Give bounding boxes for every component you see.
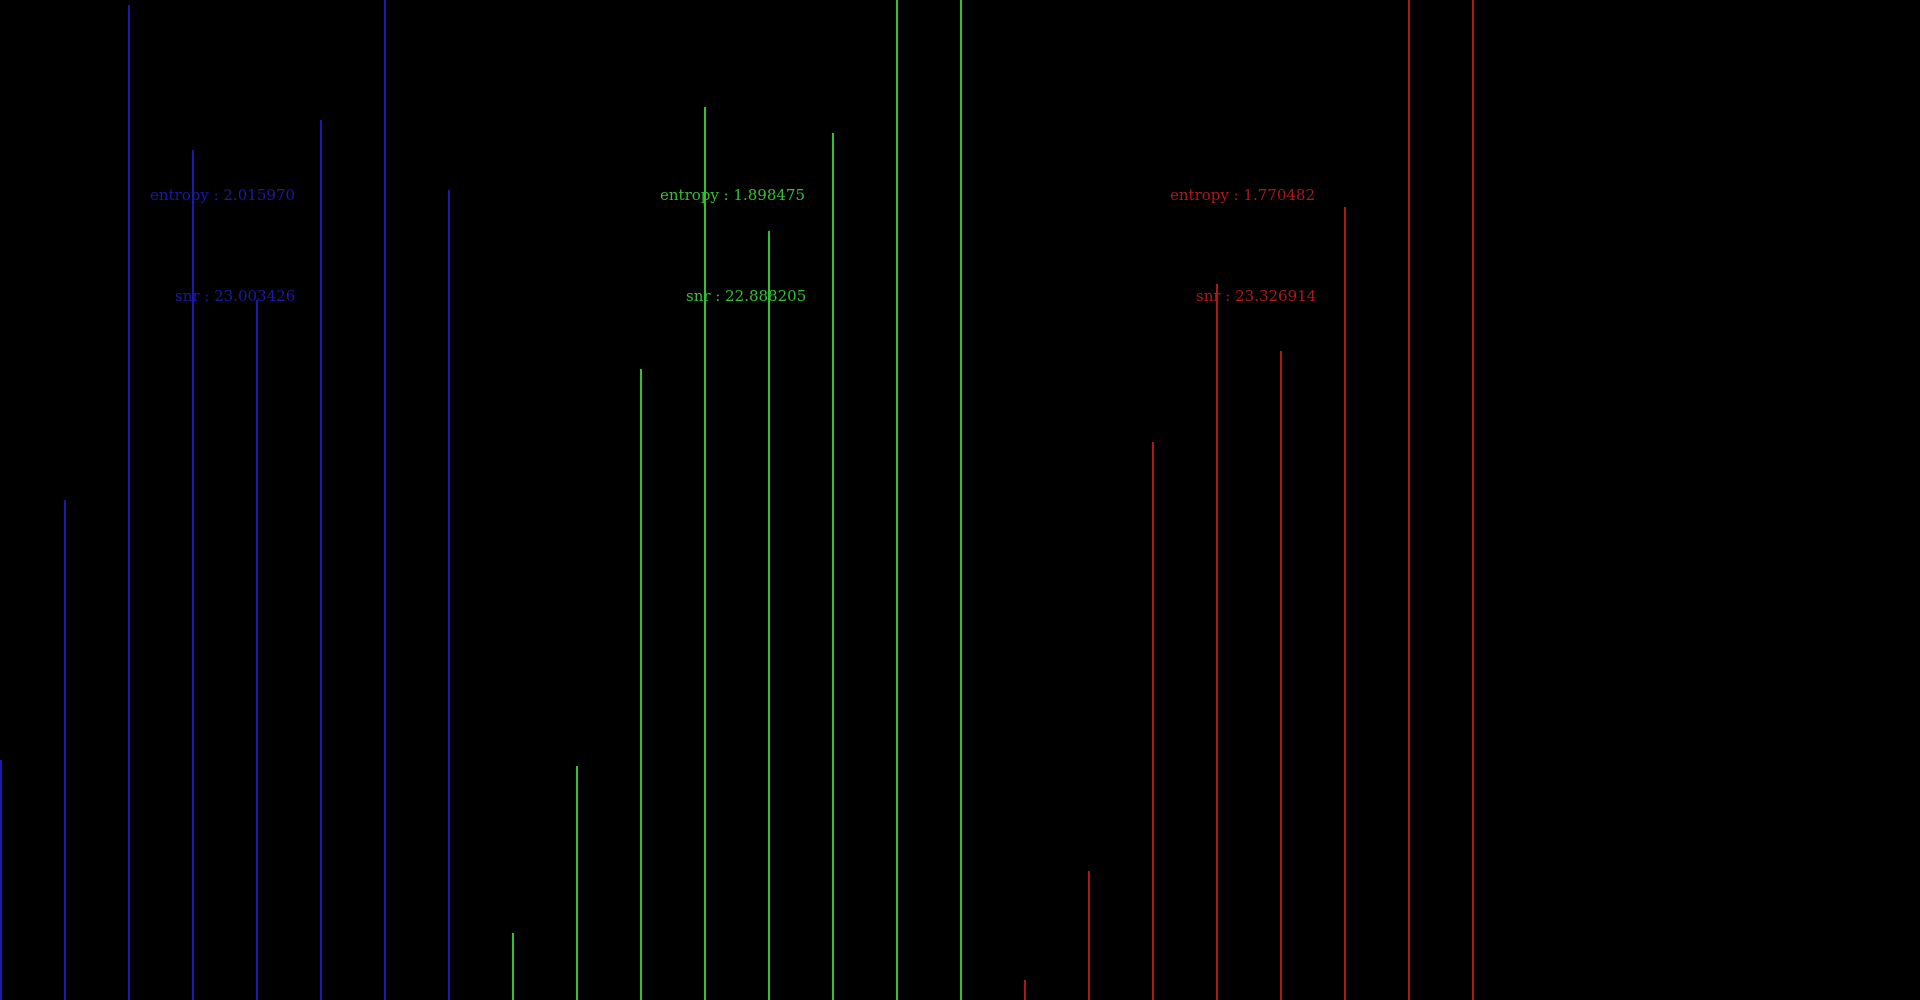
entropy-label-green: entropy : 1.898475 (660, 186, 805, 204)
snr-label-red: snr : 23.326914 (1196, 287, 1316, 305)
histogram-bars (0, 0, 1474, 1000)
entropy-label-blue: entropy : 2.015970 (150, 186, 295, 204)
snr-label-green: snr : 22.888205 (686, 287, 806, 305)
entropy-label-red: entropy : 1.770482 (1170, 186, 1315, 204)
snr-label-blue: snr : 23.003426 (175, 287, 295, 305)
